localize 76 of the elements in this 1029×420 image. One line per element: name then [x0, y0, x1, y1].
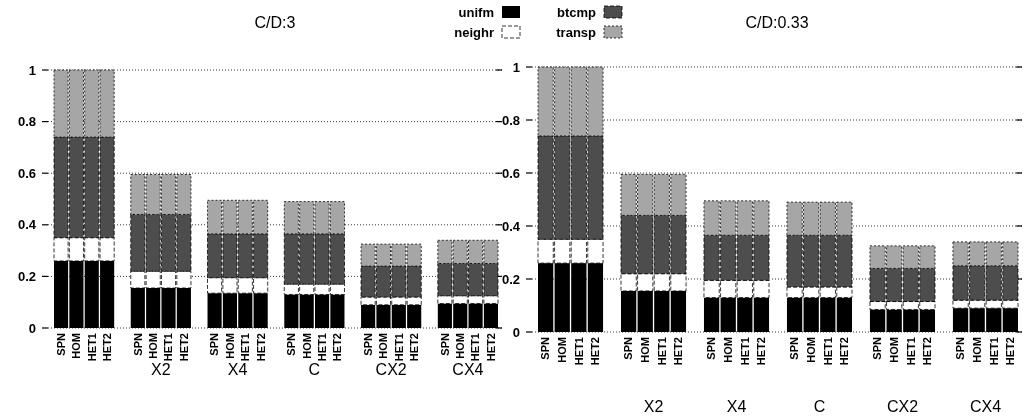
text: X4	[227, 361, 248, 378]
x-tick-label: HET2	[755, 337, 768, 366]
y-tick-label: 1	[28, 62, 36, 78]
y-tick-label: 0	[512, 324, 520, 340]
text: C	[813, 398, 826, 415]
y-tick-label: 0.2	[17, 268, 36, 284]
x-tick-label: HET1	[239, 333, 252, 362]
x-tick-label: HOM	[556, 337, 569, 363]
x-tick-label: HET1	[315, 333, 328, 362]
x-tick-label: SPN	[954, 336, 967, 360]
x-tick-label: HET2	[331, 333, 344, 362]
x-tick-label: HOM	[888, 337, 901, 363]
x-tick-label: HET1	[987, 337, 1000, 366]
y-tick-label: 0.2	[501, 271, 520, 287]
x-tick-label: HOM	[805, 337, 818, 363]
x-tick-label: SPN	[285, 332, 298, 356]
y-tick-label: 0.6	[501, 165, 520, 181]
y-tick-label: 0.8	[501, 112, 520, 128]
legend-label: btcmp	[557, 4, 597, 20]
legend-label: transp	[556, 24, 597, 40]
text: X2	[151, 361, 171, 378]
y-tick-label: 0.6	[17, 165, 36, 181]
x-tick-label: SPN	[871, 336, 884, 360]
x-tick-label: HET2	[589, 337, 602, 366]
x-tick-label: HET2	[838, 337, 851, 366]
x-tick-label: SPN	[622, 336, 635, 360]
x-tick-label: HET2	[254, 333, 267, 362]
x-tick-label: HET1	[821, 337, 834, 366]
legend-label: neighr	[454, 24, 494, 40]
x-tick-label: HOM	[971, 337, 984, 363]
x-tick-label: HET2	[921, 337, 934, 366]
text: CX2	[375, 361, 407, 378]
x-tick-label: HET2	[1004, 337, 1017, 366]
x-tick-label: HET2	[408, 333, 421, 362]
x-tick-label: HOM	[70, 333, 83, 359]
text: X2	[643, 398, 664, 415]
chart-title: C/D:0.33	[745, 14, 809, 31]
x-tick-label: HOM	[722, 337, 735, 363]
x-tick-label: HOM	[639, 337, 652, 363]
text: CX4	[969, 398, 1002, 415]
x-tick-label: SPN	[208, 332, 221, 356]
x-tick-label: HET1	[392, 333, 405, 362]
x-tick-label: HET1	[904, 337, 917, 366]
x-tick-label: HET1	[738, 337, 751, 366]
y-tick-label: 1	[512, 59, 520, 75]
text: X4	[726, 398, 747, 415]
x-tick-label: HET1	[85, 333, 98, 362]
x-tick-label: HOM	[300, 333, 313, 359]
text: CX4	[452, 361, 484, 378]
x-tick-label: SPN	[705, 336, 718, 360]
x-tick-label: HET1	[655, 337, 668, 366]
y-tick-label: 0	[28, 320, 36, 336]
x-tick-label: HET2	[672, 337, 685, 366]
y-tick-label: 0.4	[17, 217, 37, 233]
legend-label: unifm	[458, 4, 494, 20]
x-tick-label: HET2	[177, 333, 190, 362]
x-tick-label: SPN	[438, 332, 451, 356]
x-tick-label: HET1	[572, 337, 585, 366]
x-tick-label: HOM	[454, 333, 467, 359]
x-tick-label: HET2	[484, 333, 497, 362]
y-tick-label: 0.4	[501, 218, 521, 234]
x-tick-label: HET1	[469, 333, 482, 362]
text: C	[308, 361, 321, 378]
y-tick-label: 0.8	[17, 114, 36, 130]
x-tick-label: HOM	[377, 333, 390, 359]
x-tick-label: HOM	[223, 333, 236, 359]
x-tick-label: HOM	[147, 333, 160, 359]
x-tick-label: HET1	[162, 333, 175, 362]
x-tick-label: SPN	[54, 332, 67, 356]
x-tick-label: SPN	[131, 332, 144, 356]
text: CX2	[886, 398, 919, 415]
chart-title: C/D:3	[254, 14, 296, 31]
x-tick-label: SPN	[539, 336, 552, 360]
x-tick-label: SPN	[361, 332, 374, 356]
x-tick-label: SPN	[788, 336, 801, 360]
x-tick-label: HET2	[100, 333, 113, 362]
